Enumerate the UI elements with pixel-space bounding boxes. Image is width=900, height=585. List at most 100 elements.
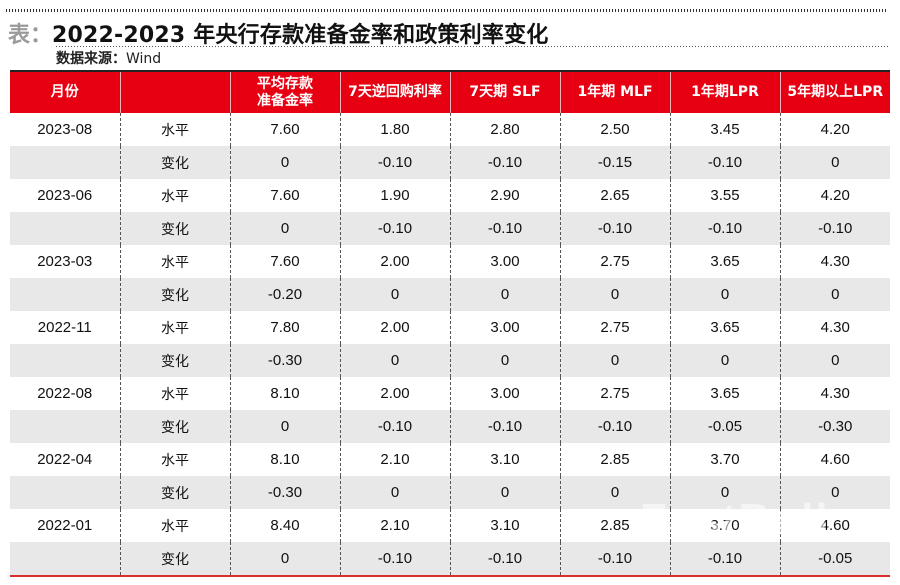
cell-1y-mlf: 2.85: [559, 509, 670, 542]
cell-month: 2022-04: [10, 443, 120, 476]
cell-5y-lpr: 0: [779, 344, 890, 377]
cell-7d-slf: 0: [449, 476, 560, 509]
header-1y-lpr: 1年期LPR: [669, 71, 780, 113]
table-row: 变化 0 -0.10 -0.10 -0.10 -0.10 -0.05: [10, 542, 890, 577]
cell-1y-mlf: 0: [559, 476, 670, 509]
top-dotted-rule: [6, 9, 888, 12]
cell-1y-lpr: 3.65: [669, 311, 780, 344]
cell-7d-slf: -0.10: [449, 146, 560, 179]
cell-1y-mlf: 2.75: [559, 245, 670, 278]
rates-table: 月份 平均存款 准备金率 7天逆回购利率 7天期 SLF 1年期 MLF 1年期…: [10, 70, 890, 577]
cell-1y-mlf: 0: [559, 344, 670, 377]
cell-7d-slf: 0: [449, 344, 560, 377]
table-row: 变化 -0.20 0 0 0 0 0: [10, 278, 890, 311]
cell-1y-mlf: -0.10: [559, 410, 670, 443]
cell-kind: 水平: [119, 113, 230, 146]
cell-7d-reverse-repo: 2.00: [339, 245, 450, 278]
table-row: 变化 -0.30 0 0 0 0 0: [10, 476, 890, 509]
cell-rrr: 8.10: [229, 377, 340, 410]
cell-kind: 水平: [119, 311, 230, 344]
table-row: 变化 0 -0.10 -0.10 -0.10 -0.05 -0.30: [10, 410, 890, 443]
title-dotted-rule: [56, 46, 888, 47]
title-prefix: 表：: [8, 23, 53, 48]
header-kind: [119, 71, 230, 113]
cell-1y-mlf: -0.15: [559, 146, 670, 179]
header-5y-lpr: 5年期以上LPR: [779, 71, 890, 113]
page-title: 表： 2022-2023 年央行存款准备金率和政策利率变化: [8, 17, 549, 48]
cell-7d-slf: 3.00: [449, 245, 560, 278]
cell-1y-lpr: 3.55: [669, 179, 780, 212]
cell-7d-slf: 2.90: [449, 179, 560, 212]
cell-month: 2022-11: [10, 311, 120, 344]
table-row: 2022-04 水平 8.10 2.10 3.10 2.85 3.70 4.60: [10, 443, 890, 476]
cell-month: 2023-03: [10, 245, 120, 278]
cell-kind: 变化: [119, 212, 230, 245]
cell-7d-reverse-repo: 2.00: [339, 311, 450, 344]
cell-month: [10, 410, 120, 443]
title-text: 2022-2023 年央行存款准备金率和政策利率变化: [52, 23, 549, 48]
cell-month: 2022-01: [10, 509, 120, 542]
cell-rrr: -0.20: [229, 278, 340, 311]
cell-5y-lpr: 0: [779, 278, 890, 311]
cell-1y-mlf: 2.75: [559, 311, 670, 344]
cell-7d-reverse-repo: 0: [339, 278, 450, 311]
data-source: 数据来源：Wind: [56, 48, 161, 68]
cell-month: [10, 344, 120, 377]
cell-1y-mlf: -0.10: [559, 212, 670, 245]
cell-7d-slf: 3.00: [449, 377, 560, 410]
cell-rrr: -0.30: [229, 344, 340, 377]
cell-5y-lpr: 4.30: [779, 377, 890, 410]
cell-5y-lpr: 4.30: [779, 311, 890, 344]
cell-kind: 水平: [119, 179, 230, 212]
cell-7d-reverse-repo: 2.10: [339, 443, 450, 476]
cell-5y-lpr: 0: [779, 476, 890, 509]
cell-month: 2023-06: [10, 179, 120, 212]
cell-7d-reverse-repo: 2.10: [339, 509, 450, 542]
cell-1y-lpr: 0: [669, 278, 780, 311]
cell-1y-mlf: 2.65: [559, 179, 670, 212]
cell-7d-slf: 0: [449, 278, 560, 311]
cell-month: [10, 476, 120, 509]
table-header-row: 月份 平均存款 准备金率 7天逆回购利率 7天期 SLF 1年期 MLF 1年期…: [10, 71, 890, 113]
cell-rrr: -0.30: [229, 476, 340, 509]
cell-1y-lpr: 0: [669, 476, 780, 509]
header-month: 月份: [50, 84, 79, 100]
table-row: 2022-11 水平 7.80 2.00 3.00 2.75 3.65 4.30: [10, 311, 890, 344]
cell-kind: 变化: [119, 542, 230, 577]
cell-7d-reverse-repo: 1.80: [339, 113, 450, 146]
cell-kind: 变化: [119, 410, 230, 443]
cell-5y-lpr: -0.30: [779, 410, 890, 443]
cell-7d-reverse-repo: -0.10: [339, 212, 450, 245]
cell-7d-reverse-repo: -0.10: [339, 410, 450, 443]
table-row: 变化 0 -0.10 -0.10 -0.15 -0.10 0: [10, 146, 890, 179]
cell-1y-lpr: 3.70: [669, 443, 780, 476]
cell-7d-slf: 3.10: [449, 509, 560, 542]
cell-7d-reverse-repo: -0.10: [339, 542, 450, 577]
cell-5y-lpr: 4.20: [779, 179, 890, 212]
cell-kind: 水平: [119, 377, 230, 410]
header-rrr-line1: 平均存款: [257, 75, 313, 92]
header-7d-reverse-repo: 7天逆回购利率: [339, 71, 450, 113]
cell-month: [10, 278, 120, 311]
cell-rrr: 0: [229, 410, 340, 443]
cell-rrr: 7.60: [229, 245, 340, 278]
cell-1y-mlf: 0: [559, 278, 670, 311]
table-body: 2023-08 水平 7.60 1.80 2.80 2.50 3.45 4.20 变化 0 -0.1…: [10, 113, 890, 577]
cell-1y-lpr: 3.70: [669, 509, 780, 542]
cell-1y-lpr: -0.10: [669, 542, 780, 577]
cell-7d-slf: -0.10: [449, 212, 560, 245]
cell-kind: 变化: [119, 344, 230, 377]
cell-1y-mlf: 2.75: [559, 377, 670, 410]
cell-1y-lpr: 3.45: [669, 113, 780, 146]
cell-1y-lpr: 3.65: [669, 245, 780, 278]
cell-kind: 水平: [119, 245, 230, 278]
cell-5y-lpr: 4.60: [779, 509, 890, 542]
cell-1y-mlf: 2.50: [559, 113, 670, 146]
cell-month: [10, 212, 120, 245]
cell-1y-lpr: 0: [669, 344, 780, 377]
cell-1y-lpr: 3.65: [669, 377, 780, 410]
cell-1y-mlf: -0.10: [559, 542, 670, 577]
cell-5y-lpr: 4.20: [779, 113, 890, 146]
header-1y-mlf: 1年期 MLF: [559, 71, 670, 113]
table-row: 变化 0 -0.10 -0.10 -0.10 -0.10 -0.10: [10, 212, 890, 245]
